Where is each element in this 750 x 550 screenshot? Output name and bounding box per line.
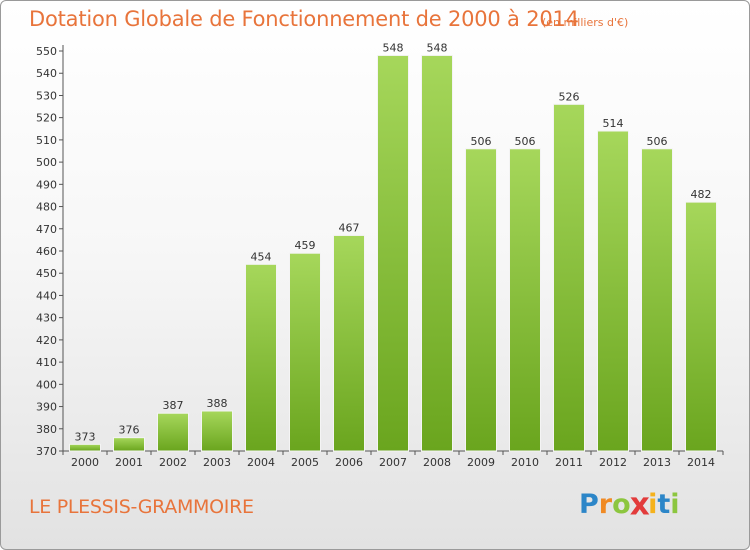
bar-2009[interactable] <box>465 148 497 452</box>
x-tick-label: 2013 <box>643 456 671 469</box>
x-tick-label: 2000 <box>71 456 99 469</box>
data-label-2012: 514 <box>603 117 624 130</box>
y-tick-label: 520 <box>36 112 57 125</box>
data-label-2010: 506 <box>515 135 536 148</box>
chart-title: Dotation Globale de Fonctionnement de 20… <box>29 7 579 31</box>
y-tick-label: 540 <box>36 67 57 80</box>
x-tick-label: 2005 <box>291 456 319 469</box>
logo-letter: i <box>648 489 658 520</box>
y-tick-label: 500 <box>36 156 57 169</box>
bar-2000[interactable] <box>69 443 101 452</box>
bar-2014[interactable] <box>685 201 717 452</box>
data-label-2007: 548 <box>383 41 404 54</box>
y-tick-label: 400 <box>36 378 57 391</box>
y-tick-label: 470 <box>36 223 57 236</box>
y-tick-label: 370 <box>36 445 57 458</box>
unit-label: (en milliers d'€) <box>542 16 629 29</box>
axes: 370 380 390 400 410 420 430 440 450 460 470 480 490 5… <box>36 45 724 469</box>
logo-letter: P <box>579 489 599 520</box>
data-label-2004: 454 <box>251 250 272 263</box>
x-tick-label: 2014 <box>687 456 715 469</box>
logo-letter: i <box>670 489 680 520</box>
x-tick-label: 2010 <box>511 456 539 469</box>
logo-letter: x <box>629 486 650 523</box>
data-label-2000: 373 <box>75 430 96 443</box>
y-tick-label: 530 <box>36 89 57 102</box>
data-label-2014: 482 <box>691 188 712 201</box>
x-tick-label: 2006 <box>335 456 363 469</box>
x-tick-label: 2012 <box>599 456 627 469</box>
x-tick-label: 2002 <box>159 456 187 469</box>
data-labels: 373 376 387 388 454 459 467 548 548 506 506 526 514 5… <box>75 41 712 443</box>
bar-2012[interactable] <box>597 130 629 452</box>
bar-2002[interactable] <box>157 412 189 452</box>
y-tick-label: 480 <box>36 201 57 214</box>
logo-letter: r <box>598 489 613 520</box>
bar-2005[interactable] <box>289 252 321 452</box>
x-tick-label: 2001 <box>115 456 143 469</box>
logo-letter: o <box>612 489 631 520</box>
bar-2011[interactable] <box>553 103 585 452</box>
y-tick-label: 410 <box>36 356 57 369</box>
bar-2007[interactable] <box>377 54 409 452</box>
bar-2001[interactable] <box>113 437 145 452</box>
bar-2008[interactable] <box>421 54 453 452</box>
data-label-2006: 467 <box>339 221 360 234</box>
x-tick-label: 2007 <box>379 456 407 469</box>
x-tick-label: 2004 <box>247 456 275 469</box>
y-tick-label: 380 <box>36 423 57 436</box>
data-label-2005: 459 <box>295 239 316 252</box>
y-tick-label: 550 <box>36 45 57 58</box>
y-tick-label: 420 <box>36 334 57 347</box>
bars <box>69 54 717 452</box>
y-tick-label: 510 <box>36 134 57 147</box>
commune-name: LE PLESSIS-GRAMMOIRE <box>29 496 254 518</box>
x-tick-label: 2009 <box>467 456 495 469</box>
x-tick-label: 2008 <box>423 456 451 469</box>
data-label-2001: 376 <box>119 424 140 437</box>
data-label-2008: 548 <box>427 41 448 54</box>
x-tick-label: 2003 <box>203 456 231 469</box>
bar-2006[interactable] <box>333 234 365 452</box>
data-label-2003: 388 <box>207 397 228 410</box>
y-tick-label: 430 <box>36 312 57 325</box>
x-tick-label: 2011 <box>555 456 583 469</box>
y-tick-label: 440 <box>36 289 57 302</box>
proxiti-logo[interactable]: Proxiti <box>579 486 680 523</box>
bar-2013[interactable] <box>641 148 673 452</box>
data-label-2002: 387 <box>163 399 184 412</box>
bar-2004[interactable] <box>245 263 277 452</box>
logo-letter: t <box>657 489 671 520</box>
y-tick-label: 490 <box>36 178 57 191</box>
data-label-2011: 526 <box>559 90 580 103</box>
data-label-2013: 506 <box>647 135 668 148</box>
y-tick-label: 450 <box>36 267 57 280</box>
bar-2010[interactable] <box>509 148 541 452</box>
bar-2003[interactable] <box>201 410 233 452</box>
data-label-2009: 506 <box>471 135 492 148</box>
y-tick-label: 460 <box>36 245 57 258</box>
y-tick-label: 390 <box>36 401 57 414</box>
